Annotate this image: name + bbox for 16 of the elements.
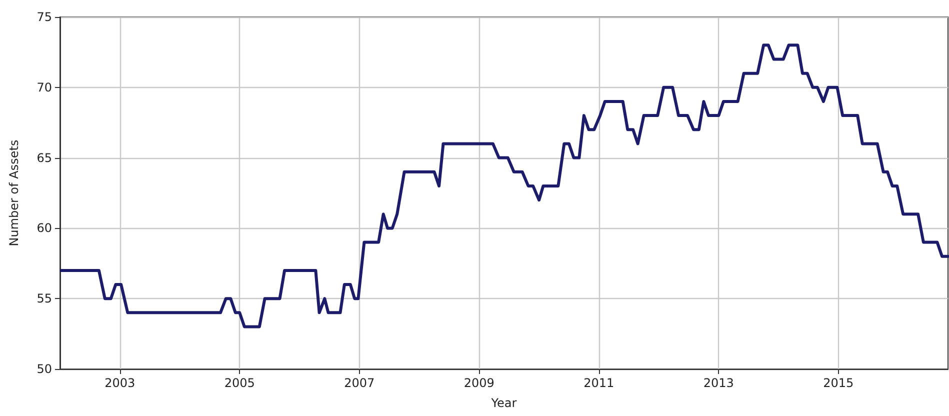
x-tick-label: 2007 bbox=[344, 376, 375, 390]
y-tick-label: 70 bbox=[36, 80, 52, 94]
x-axis-title: Year bbox=[490, 396, 517, 410]
line-series bbox=[60, 44, 949, 328]
x-tick-label: 2015 bbox=[823, 376, 854, 390]
x-tick-label: 2011 bbox=[584, 376, 614, 390]
y-tick-label: 50 bbox=[36, 362, 52, 376]
x-tick-label: 2003 bbox=[104, 376, 136, 390]
x-tick-label: 2009 bbox=[464, 376, 494, 390]
x-tick-label: 2005 bbox=[224, 376, 255, 390]
y-tick-label: 60 bbox=[36, 221, 52, 236]
y-axis-title: Number of Assets bbox=[7, 140, 21, 246]
x-tick-label: 2013 bbox=[703, 376, 734, 390]
y-tick-label: 75 bbox=[36, 10, 52, 24]
y-tick-label: 55 bbox=[36, 292, 52, 306]
y-tick-label: 65 bbox=[36, 150, 52, 165]
